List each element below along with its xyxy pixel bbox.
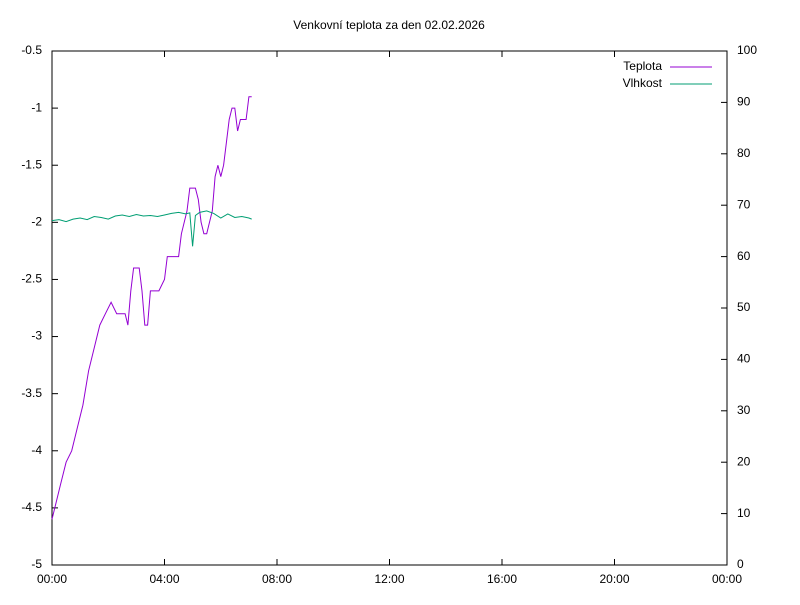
y-tick-label: -4.5 [21,500,42,514]
x-tick-label: 00:00 [712,572,742,586]
x-tick-label: 12:00 [374,572,404,586]
x-tick-label: 04:00 [149,572,179,586]
y2-tick-label: 60 [737,249,751,263]
y2-tick-label: 100 [737,43,757,57]
y-tick-label: -4 [31,443,42,457]
y2-tick-label: 0 [737,557,744,571]
y-tick-label: -0.5 [21,43,42,57]
x-tick-label: 16:00 [487,572,517,586]
x-tick-label: 08:00 [262,572,292,586]
x-tick-label: 00:00 [37,572,67,586]
legend-label: Vlhkost [623,76,663,90]
y-tick-label: -2 [31,215,42,229]
x-tick-label: 20:00 [599,572,629,586]
data-line [51,210,252,247]
y-tick-label: -3 [31,329,42,343]
y-tick-label: -5 [31,557,42,571]
legend-label: Teplota [623,59,662,73]
y2-tick-label: 50 [737,300,751,314]
chart-title: Venkovní teplota za den 02.02.2026 [293,18,485,32]
y2-tick-label: 80 [737,146,751,160]
y-tick-label: -3.5 [21,386,42,400]
y2-tick-label: 70 [737,197,751,211]
y2-tick-label: 10 [737,506,751,520]
y2-tick-label: 40 [737,352,751,366]
y2-tick-label: 20 [737,454,751,468]
y2-tick-label: 30 [737,403,751,417]
plot-border [51,50,728,566]
y-tick-label: -2.5 [21,272,42,286]
y-tick-label: -1 [31,100,42,114]
data-line [51,96,252,520]
y2-tick-label: 90 [737,95,751,109]
y-tick-label: -1.5 [21,157,42,171]
